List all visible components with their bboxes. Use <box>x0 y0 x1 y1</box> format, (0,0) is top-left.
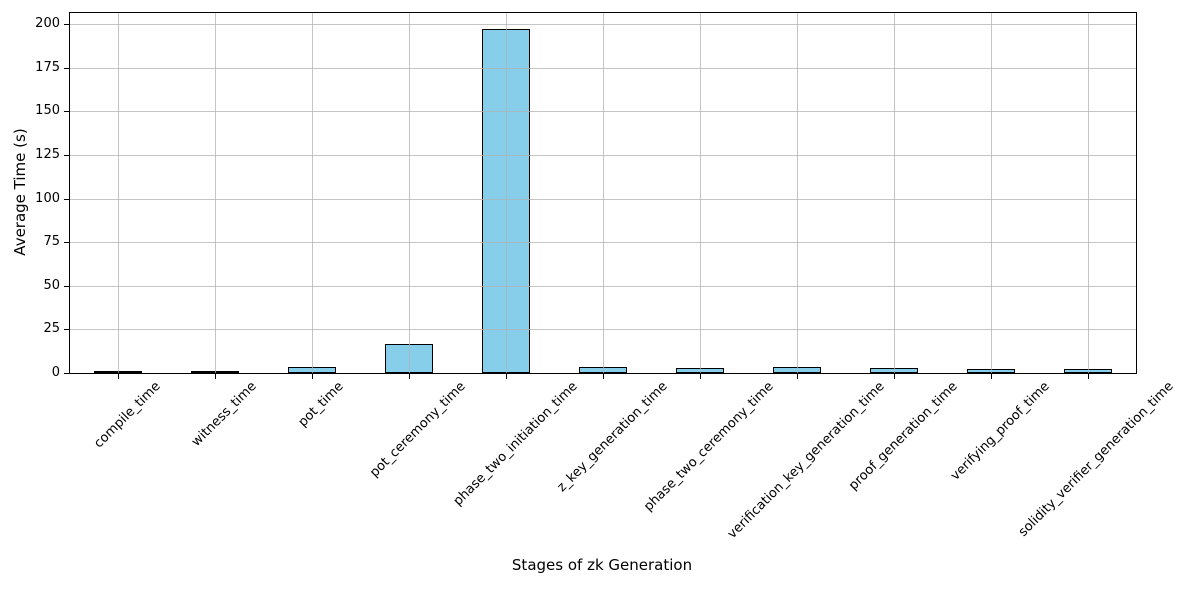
v-gridline <box>215 13 217 373</box>
x-tick-mark <box>1087 374 1089 379</box>
y-tick-label: 150 <box>35 103 60 119</box>
x-tick-mark <box>215 374 217 379</box>
x-tick-mark <box>506 374 508 379</box>
y-tick-mark <box>64 67 69 69</box>
x-tick-mark <box>603 374 604 379</box>
x-tick-mark <box>796 374 798 379</box>
y-tick-label: 50 <box>43 277 60 293</box>
v-gridline <box>603 13 604 373</box>
x-tick-label: compile_time <box>91 379 164 452</box>
v-gridline <box>312 13 314 373</box>
y-tick-label: 125 <box>35 147 60 163</box>
x-tick-mark <box>893 374 895 379</box>
v-gridline <box>796 13 798 373</box>
x-tick-mark <box>409 374 411 379</box>
y-tick-mark <box>64 373 69 374</box>
y-tick-mark <box>64 329 69 331</box>
x-tick-mark <box>699 374 701 379</box>
v-gridline <box>893 13 895 373</box>
y-tick-mark <box>64 285 69 287</box>
y-tick-label: 200 <box>35 16 60 32</box>
v-gridline <box>990 13 992 373</box>
x-tick-label: verifying_proof_time <box>947 379 1053 484</box>
y-tick-mark <box>64 242 69 244</box>
y-tick-label: 100 <box>35 190 60 206</box>
y-tick-label: 25 <box>43 321 60 337</box>
x-tick-mark <box>312 374 314 379</box>
y-tick-mark <box>64 198 69 200</box>
y-tick-label: 75 <box>43 234 60 250</box>
y-tick-mark <box>64 111 69 113</box>
v-gridline <box>506 13 508 373</box>
x-tick-label: pot_ceremony_time <box>367 379 470 481</box>
v-gridline <box>409 13 411 373</box>
v-gridline <box>118 13 120 373</box>
v-gridline <box>699 13 701 373</box>
y-tick-mark <box>64 24 69 26</box>
x-tick-mark <box>990 374 992 379</box>
plot-area <box>69 12 1137 374</box>
x-axis-title: Stages of zk Generation <box>511 556 693 574</box>
v-gridline <box>1087 13 1089 373</box>
y-tick-label: 0 <box>51 365 60 380</box>
y-tick-mark <box>64 155 69 157</box>
y-tick-label: 175 <box>35 59 60 75</box>
x-tick-label: pot_time <box>295 379 348 431</box>
x-tick-label: solidity_verifier_generation_time <box>1016 379 1178 540</box>
x-tick-mark <box>118 374 120 379</box>
x-tick-label: witness_time <box>189 379 261 450</box>
